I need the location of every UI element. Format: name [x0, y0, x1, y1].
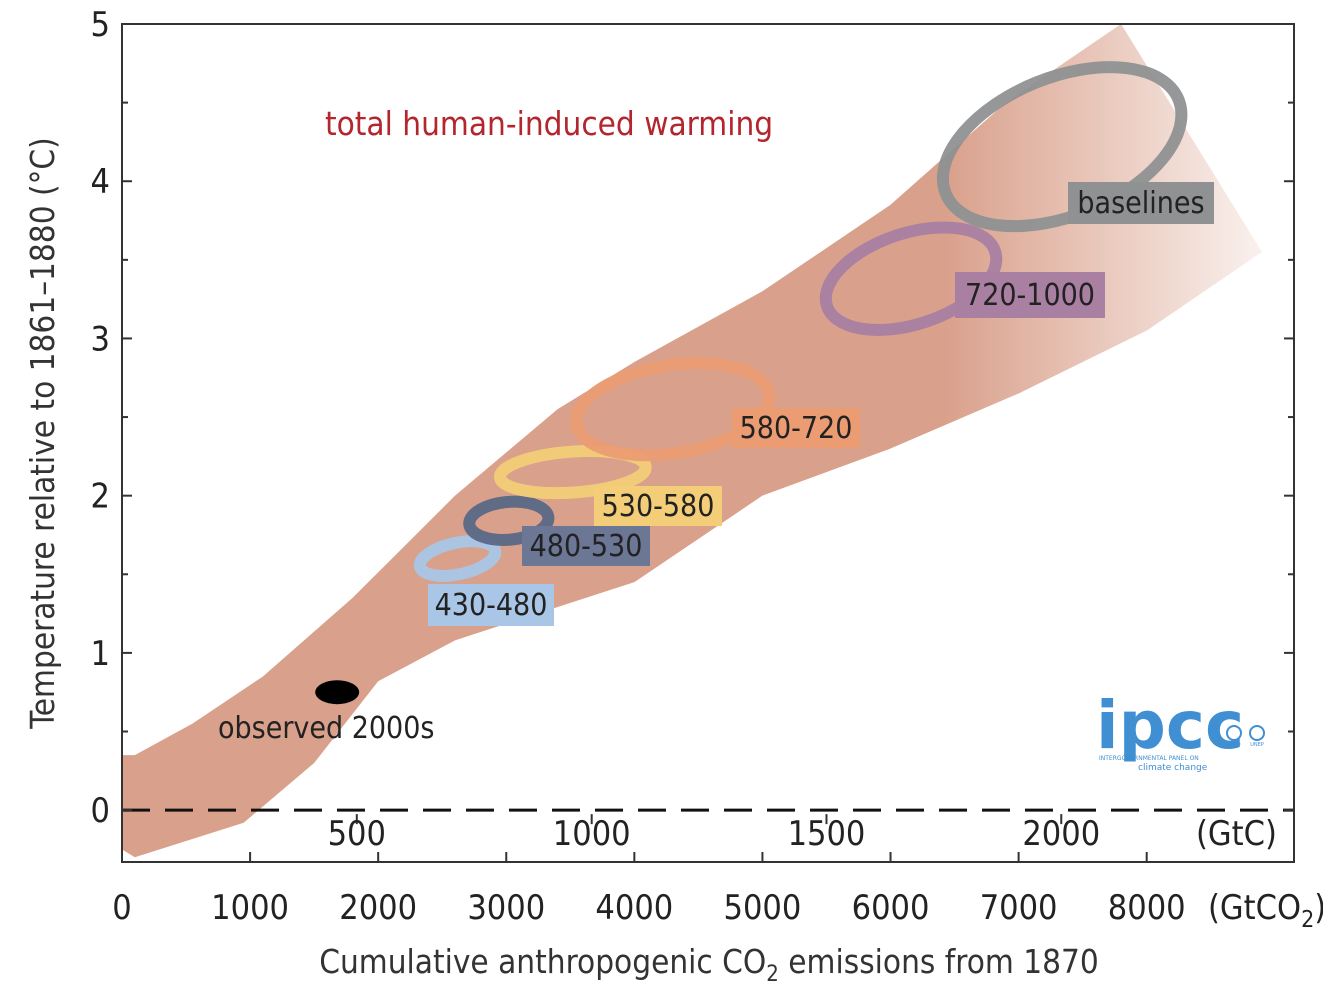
x-tick-label: 7000	[980, 888, 1058, 928]
wmo-emblem-icon	[1226, 725, 1242, 741]
ipcc-logo-line1: INTERGOVERNMENTAL PANEL ON	[1099, 755, 1199, 762]
x-axis-title: Cumulative anthropogenic CO2 emissions f…	[319, 942, 1099, 985]
scenario-label-baselines: baselines	[1077, 186, 1204, 221]
wmo-emblem-label: WMO	[1227, 742, 1240, 748]
x-tick-label: 4000	[595, 888, 673, 928]
gtc-unit-label: (GtC)	[1196, 814, 1277, 854]
x-tick-label: 5000	[724, 888, 802, 928]
observed-label: observed 2000s	[218, 711, 434, 746]
scenario-ellipse-530-580	[494, 445, 652, 500]
scenario-ellipse-720-1000	[819, 221, 1003, 336]
x-tick-label: 3000	[467, 888, 545, 928]
x-tick-label: 6000	[852, 888, 930, 928]
scenario-label-480-530: 480-530	[530, 529, 643, 564]
scenario-ellipse-480-530	[463, 495, 555, 546]
x-unit-label: (GtCO2)	[1208, 888, 1323, 933]
scenario-ellipse-430-480	[413, 535, 502, 582]
unep-emblem-icon	[1249, 725, 1265, 741]
scenario-label-box-480-530	[522, 526, 650, 566]
x-tick-label: 2000	[339, 888, 417, 928]
x-tick-label: 0	[112, 888, 131, 928]
scenario-label-box-530-580	[594, 486, 722, 526]
gtc-tick-label: 2000	[1022, 814, 1100, 854]
y-tick-label: 0	[91, 791, 110, 831]
scenario-label-530-580: 530-580	[602, 489, 715, 524]
warming-band-label: total human-induced warming	[325, 104, 773, 143]
x-tick-label: 1000	[211, 888, 289, 928]
ipcc-logo-line2: climate change	[1138, 763, 1208, 773]
y-tick-label: 4	[91, 162, 110, 202]
gtc-tick-label: 500	[328, 814, 386, 854]
scenario-label-box-720-1000	[955, 272, 1105, 318]
scenario-label-430-480: 430-480	[435, 588, 548, 623]
scenario-label-box-baselines	[1068, 182, 1214, 224]
unep-emblem-label: UNEP	[1250, 742, 1264, 748]
y-tick-label: 3	[91, 319, 110, 359]
observed-2000s-marker	[315, 680, 360, 705]
scenario-label-580-720: 580-720	[740, 411, 853, 446]
scenario-label-box-580-720	[732, 408, 860, 448]
gtc-tick-label: 1500	[788, 814, 866, 854]
y-tick-label: 5	[91, 5, 110, 45]
ipcc-logo: ipcc INTERGOVERNMENTAL PANEL ON climate …	[1096, 687, 1265, 773]
ipcc-logo-wordmark: ipcc	[1096, 687, 1244, 764]
y-tick-label: 1	[91, 634, 110, 674]
scenario-label-720-1000: 720-1000	[965, 278, 1095, 313]
y-axis-title: Temperature relative to 1861–1880 (°C)	[23, 137, 62, 730]
plot-frame	[121, 23, 1295, 863]
y-tick-label: 2	[91, 477, 110, 517]
scenario-ellipse-580-720	[570, 357, 776, 462]
x-tick-label: 8000	[1108, 888, 1186, 928]
gtc-tick-label: 1000	[553, 814, 631, 854]
scenario-label-box-430-480	[428, 584, 554, 626]
